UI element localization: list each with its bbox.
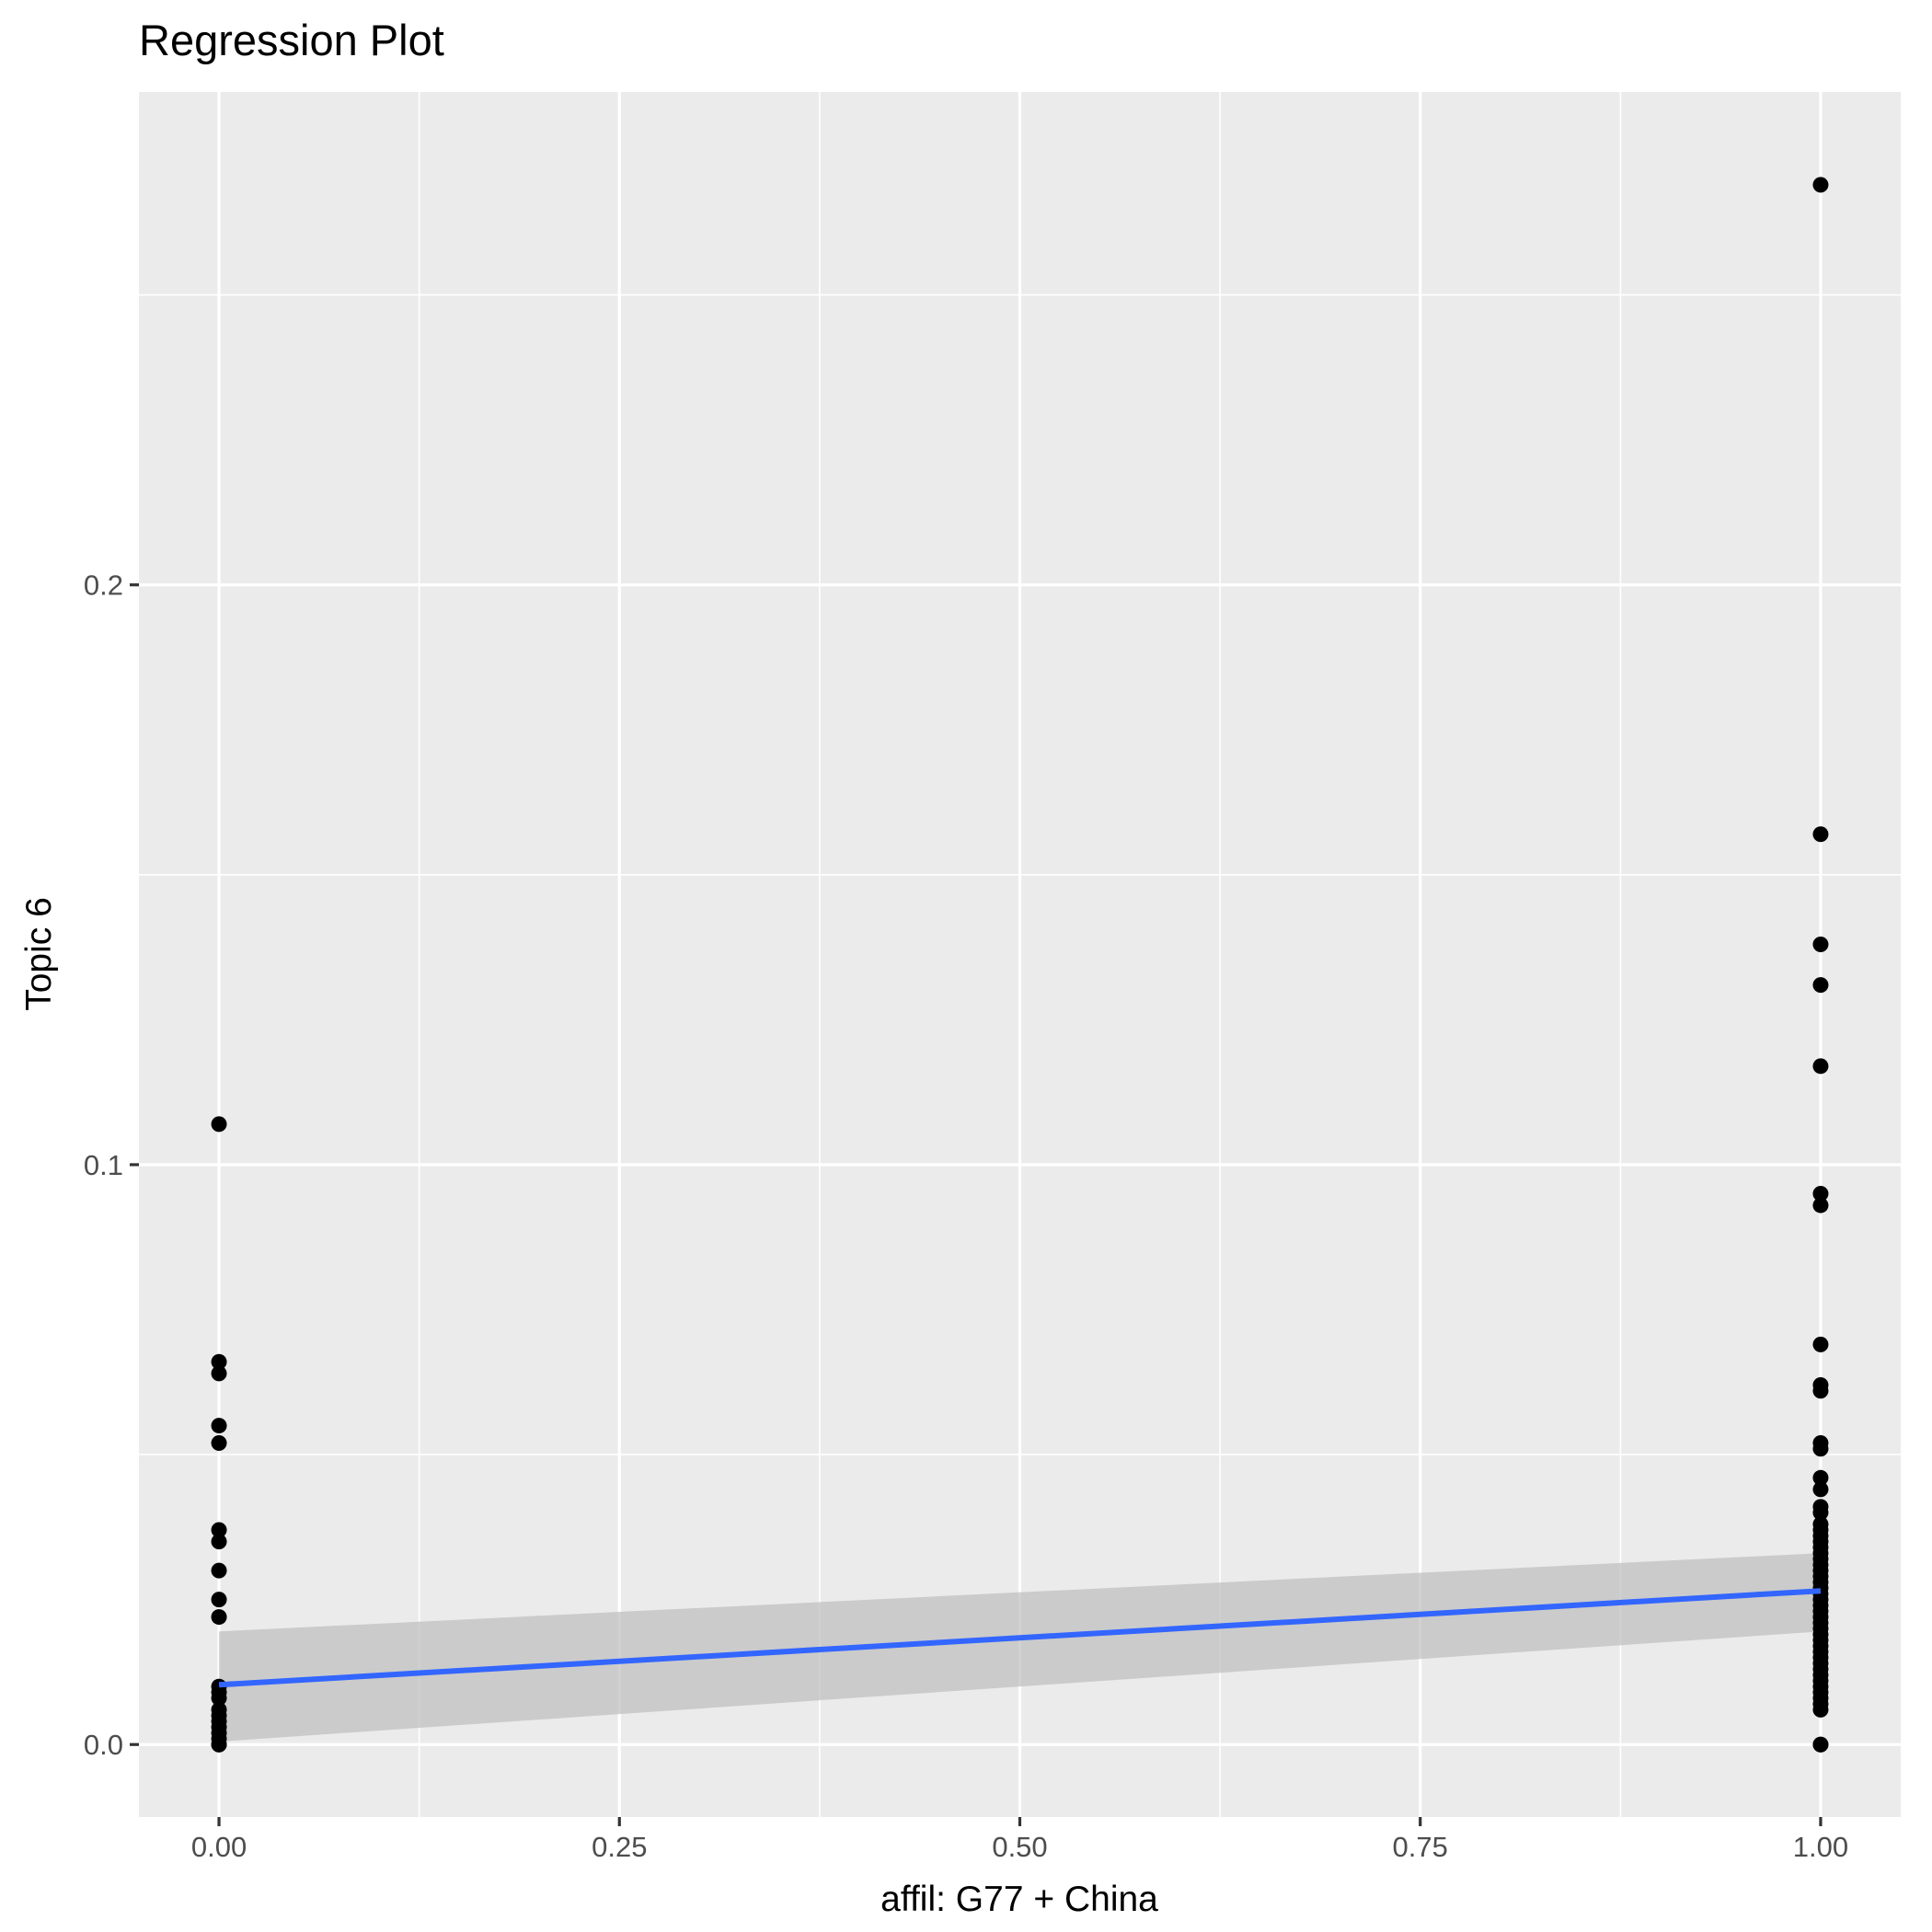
data-point — [1812, 1469, 1829, 1486]
data-point — [211, 1562, 227, 1579]
data-point — [1812, 826, 1829, 843]
data-point — [1812, 1736, 1829, 1753]
data-point — [1812, 936, 1829, 952]
data-point — [1812, 1383, 1829, 1399]
data-point — [1812, 1185, 1829, 1202]
y-axis-ticks: 0.0 0.1 0.2 — [84, 569, 139, 1761]
grid-lines — [139, 92, 1901, 1817]
data-point — [211, 1736, 227, 1753]
data-point — [211, 1418, 227, 1434]
x-tick-label: 1.00 — [1793, 1831, 1848, 1863]
data-point — [211, 1353, 227, 1370]
y-tick-label: 0.0 — [84, 1729, 123, 1761]
y-tick-label: 0.1 — [84, 1149, 123, 1181]
data-point — [1812, 177, 1829, 193]
data-point — [211, 1434, 227, 1451]
regression-line — [218, 1588, 1822, 1688]
regression-line-layer — [218, 1588, 1822, 1688]
data-point — [211, 1522, 227, 1538]
data-point — [1812, 1441, 1829, 1457]
data-point — [211, 1592, 227, 1608]
x-axis-label: affil: G77 + China — [880, 1880, 1158, 1919]
confidence-band-layer — [219, 1553, 1821, 1742]
x-tick-label: 0.75 — [1393, 1831, 1448, 1863]
x-tick-label: 0.00 — [191, 1831, 247, 1863]
data-point — [211, 1116, 227, 1133]
data-point — [1812, 1701, 1829, 1718]
data-points-layer — [211, 177, 1829, 1753]
data-point — [1812, 1481, 1829, 1498]
chart-title: Regression Plot — [139, 16, 444, 64]
x-tick-label: 0.50 — [992, 1831, 1047, 1863]
confidence-band — [219, 1553, 1821, 1742]
data-point — [1812, 1336, 1829, 1352]
x-axis-ticks: 0.00 0.25 0.50 0.75 1.00 — [191, 1817, 1848, 1863]
y-axis-label: Topic 6 — [19, 897, 59, 1011]
x-tick-label: 0.25 — [592, 1831, 647, 1863]
data-point — [1812, 1058, 1829, 1075]
data-point — [211, 1690, 227, 1707]
y-tick-label: 0.2 — [84, 569, 123, 602]
data-point — [1812, 1504, 1829, 1521]
data-point — [1812, 1197, 1829, 1213]
data-point — [1812, 977, 1829, 994]
data-point — [211, 1609, 227, 1626]
data-point — [211, 1534, 227, 1550]
data-point — [211, 1365, 227, 1382]
